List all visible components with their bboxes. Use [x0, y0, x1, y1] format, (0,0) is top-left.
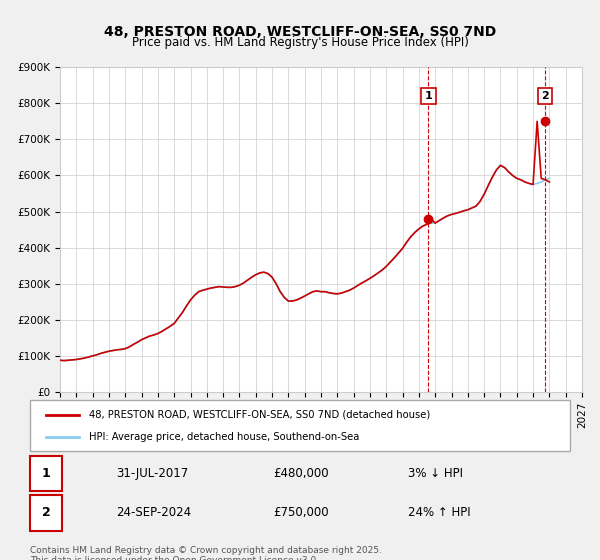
Text: Contains HM Land Registry data © Crown copyright and database right 2025.
This d: Contains HM Land Registry data © Crown c…: [30, 546, 382, 560]
Text: Price paid vs. HM Land Registry's House Price Index (HPI): Price paid vs. HM Land Registry's House …: [131, 36, 469, 49]
Text: 24% ↑ HPI: 24% ↑ HPI: [408, 506, 470, 520]
Text: £480,000: £480,000: [273, 467, 329, 480]
Text: 2: 2: [541, 91, 549, 101]
Text: 31-JUL-2017: 31-JUL-2017: [116, 467, 188, 480]
Text: 3% ↓ HPI: 3% ↓ HPI: [408, 467, 463, 480]
Text: 48, PRESTON ROAD, WESTCLIFF-ON-SEA, SS0 7ND: 48, PRESTON ROAD, WESTCLIFF-ON-SEA, SS0 …: [104, 25, 496, 39]
FancyBboxPatch shape: [30, 400, 570, 451]
Text: 1: 1: [42, 467, 50, 480]
FancyBboxPatch shape: [30, 456, 62, 492]
Text: 2: 2: [42, 506, 50, 520]
Text: HPI: Average price, detached house, Southend-on-Sea: HPI: Average price, detached house, Sout…: [89, 432, 360, 442]
Text: 1: 1: [424, 91, 432, 101]
FancyBboxPatch shape: [30, 495, 62, 531]
Text: 24-SEP-2024: 24-SEP-2024: [116, 506, 191, 520]
Text: £750,000: £750,000: [273, 506, 329, 520]
Text: 48, PRESTON ROAD, WESTCLIFF-ON-SEA, SS0 7ND (detached house): 48, PRESTON ROAD, WESTCLIFF-ON-SEA, SS0 …: [89, 409, 431, 419]
